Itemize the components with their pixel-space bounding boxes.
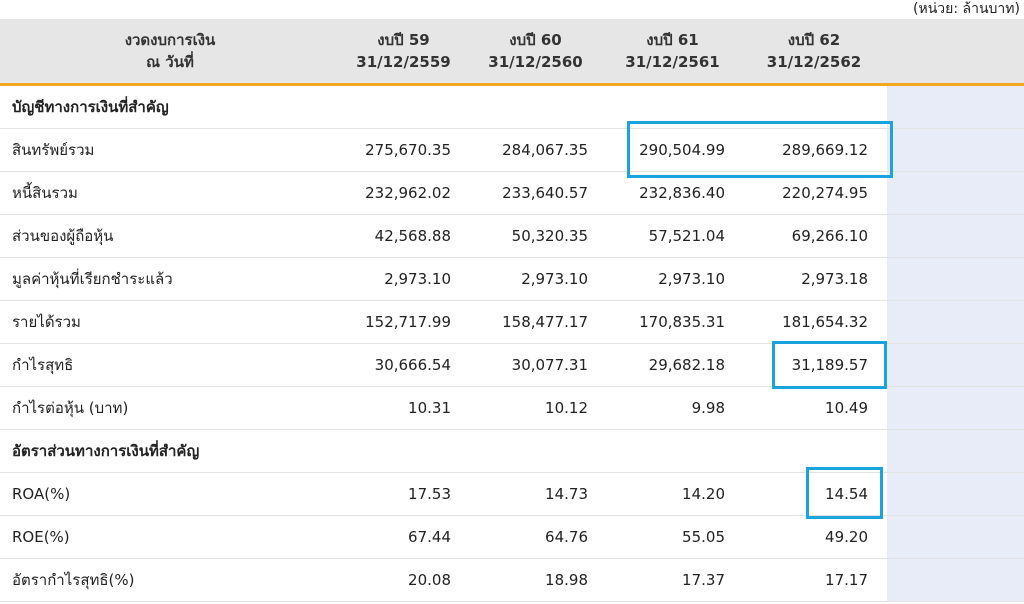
value-cell: 10.31 (340, 386, 467, 430)
header-period-title: งบปี 62 (787, 31, 841, 49)
header-period-59: งบปี 59 31/12/2559 (340, 19, 467, 86)
table-row-eps: กำไรต่อหุ้น (บาท) 10.31 10.12 9.98 10.49 (0, 386, 1024, 430)
table-row-total-assets: สินทรัพย์รวม 275,670.35 284,067.35 290,5… (0, 128, 1024, 172)
table-row-net-margin: อัตรากำไรสุทธิ(%) 20.08 18.98 17.37 17.1… (0, 558, 1024, 602)
row-label: ส่วนของผู้ถือหุ้น (0, 214, 340, 258)
extra-cell (887, 386, 1024, 430)
header-period-title: งบปี 61 (646, 31, 699, 49)
value-cell: 9.98 (604, 386, 741, 430)
header-label-line1: งวดงบการเงิน (124, 31, 216, 49)
value-cell: 57,521.04 (604, 214, 741, 258)
table-row-equity: ส่วนของผู้ถือหุ้น 42,568.88 50,320.35 57… (0, 214, 1024, 258)
row-label: ROE(%) (0, 515, 340, 559)
value-cell: 275,670.35 (340, 128, 467, 172)
row-label: กำไรสุทธิ (0, 343, 340, 387)
extra-cell (887, 84, 1024, 129)
value-cell: 170,835.31 (604, 300, 741, 344)
value-cell: 290,504.99 (604, 128, 741, 172)
value-cell: 14.73 (467, 472, 604, 516)
table-row-roa: ROA(%) 17.53 14.73 14.20 14.54 (0, 472, 1024, 516)
extra-cell (887, 300, 1024, 344)
section-row-accounts: บัญชีทางการเงินที่สำคัญ (0, 84, 1024, 129)
header-label-line2: ณ วันที่ (146, 53, 194, 71)
value-cell: 67.44 (340, 515, 467, 559)
header-period-61: งบปี 61 31/12/2561 (604, 19, 741, 86)
unit-label: (หน่วย: ล้านบาท) (913, 1, 1020, 17)
row-label: อัตรากำไรสุทธิ(%) (0, 558, 340, 602)
extra-cell (887, 128, 1024, 172)
extra-cell (887, 429, 1024, 473)
value-cell: 10.12 (467, 386, 604, 430)
value-cell: 232,962.02 (340, 171, 467, 215)
header-period-label: งวดงบการเงิน ณ วันที่ (0, 19, 340, 86)
value-cell: 2,973.10 (604, 257, 741, 301)
header-row: งวดงบการเงิน ณ วันที่ งบปี 59 31/12/2559… (0, 19, 1024, 86)
value-cell: 232,836.40 (604, 171, 741, 215)
value-cell: 17.37 (604, 558, 741, 602)
value-cell: 64.76 (467, 515, 604, 559)
value-cell: 158,477.17 (467, 300, 604, 344)
extra-cell (887, 343, 1024, 387)
header-period-date: 31/12/2562 (766, 53, 862, 71)
table-row-roe: ROE(%) 67.44 64.76 55.05 49.20 (0, 515, 1024, 559)
extra-cell (887, 257, 1024, 301)
value-cell: 31,189.57 (741, 343, 887, 387)
value-cell: 17.53 (340, 472, 467, 516)
section-title-accounts: บัญชีทางการเงินที่สำคัญ (0, 84, 887, 129)
header-period-title: งบปี 59 (377, 31, 430, 49)
value-cell: 14.20 (604, 472, 741, 516)
value-cell: 18.98 (467, 558, 604, 602)
value-cell: 50,320.35 (467, 214, 604, 258)
row-label: ROA(%) (0, 472, 340, 516)
value-cell: 289,669.12 (741, 128, 887, 172)
extra-cell (887, 558, 1024, 602)
extra-cell (887, 171, 1024, 215)
extra-cell (887, 515, 1024, 559)
row-label: รายได้รวม (0, 300, 340, 344)
value-cell: 233,640.57 (467, 171, 604, 215)
table-row-total-revenue: รายได้รวม 152,717.99 158,477.17 170,835.… (0, 300, 1024, 344)
header-period-60: งบปี 60 31/12/2560 (467, 19, 604, 86)
table-row-net-profit: กำไรสุทธิ 30,666.54 30,077.31 29,682.18 … (0, 343, 1024, 387)
value-cell: 152,717.99 (340, 300, 467, 344)
row-label: สินทรัพย์รวม (0, 128, 340, 172)
section-title-ratios: อัตราส่วนทางการเงินที่สำคัญ (0, 429, 887, 473)
value-cell: 30,077.31 (467, 343, 604, 387)
value-cell: 2,973.10 (340, 257, 467, 301)
value-cell: 69,266.10 (741, 214, 887, 258)
value-cell: 29,682.18 (604, 343, 741, 387)
value-cell: 220,274.95 (741, 171, 887, 215)
value-cell: 2,973.10 (467, 257, 604, 301)
value-cell: 284,067.35 (467, 128, 604, 172)
value-cell: 55.05 (604, 515, 741, 559)
value-cell: 30,666.54 (340, 343, 467, 387)
financial-table: งวดงบการเงิน ณ วันที่ งบปี 59 31/12/2559… (0, 19, 1024, 602)
value-cell: 10.49 (741, 386, 887, 430)
extra-cell (887, 472, 1024, 516)
header-period-62: งบปี 62 31/12/2562 (741, 19, 887, 86)
header-period-title: งบปี 60 (509, 31, 562, 49)
row-label: หนี้สินรวม (0, 171, 340, 215)
table-row-paid-up-capital: มูลค่าหุ้นที่เรียกชำระแล้ว 2,973.10 2,97… (0, 257, 1024, 301)
header-period-date: 31/12/2560 (488, 53, 583, 71)
value-cell: 17.17 (741, 558, 887, 602)
row-label: กำไรต่อหุ้น (บาท) (0, 386, 340, 430)
header-period-date: 31/12/2559 (356, 53, 451, 71)
value-cell: 42,568.88 (340, 214, 467, 258)
value-cell: 14.54 (741, 472, 887, 516)
value-cell: 2,973.18 (741, 257, 887, 301)
value-cell: 49.20 (741, 515, 887, 559)
value-cell: 20.08 (340, 558, 467, 602)
header-extra-column (887, 19, 1024, 86)
section-row-ratios: อัตราส่วนทางการเงินที่สำคัญ (0, 429, 1024, 473)
header-period-date: 31/12/2561 (625, 53, 720, 71)
value-cell: 181,654.32 (741, 300, 887, 344)
extra-cell (887, 214, 1024, 258)
row-label: มูลค่าหุ้นที่เรียกชำระแล้ว (0, 257, 340, 301)
table-row-total-liabilities: หนี้สินรวม 232,962.02 233,640.57 232,836… (0, 171, 1024, 215)
